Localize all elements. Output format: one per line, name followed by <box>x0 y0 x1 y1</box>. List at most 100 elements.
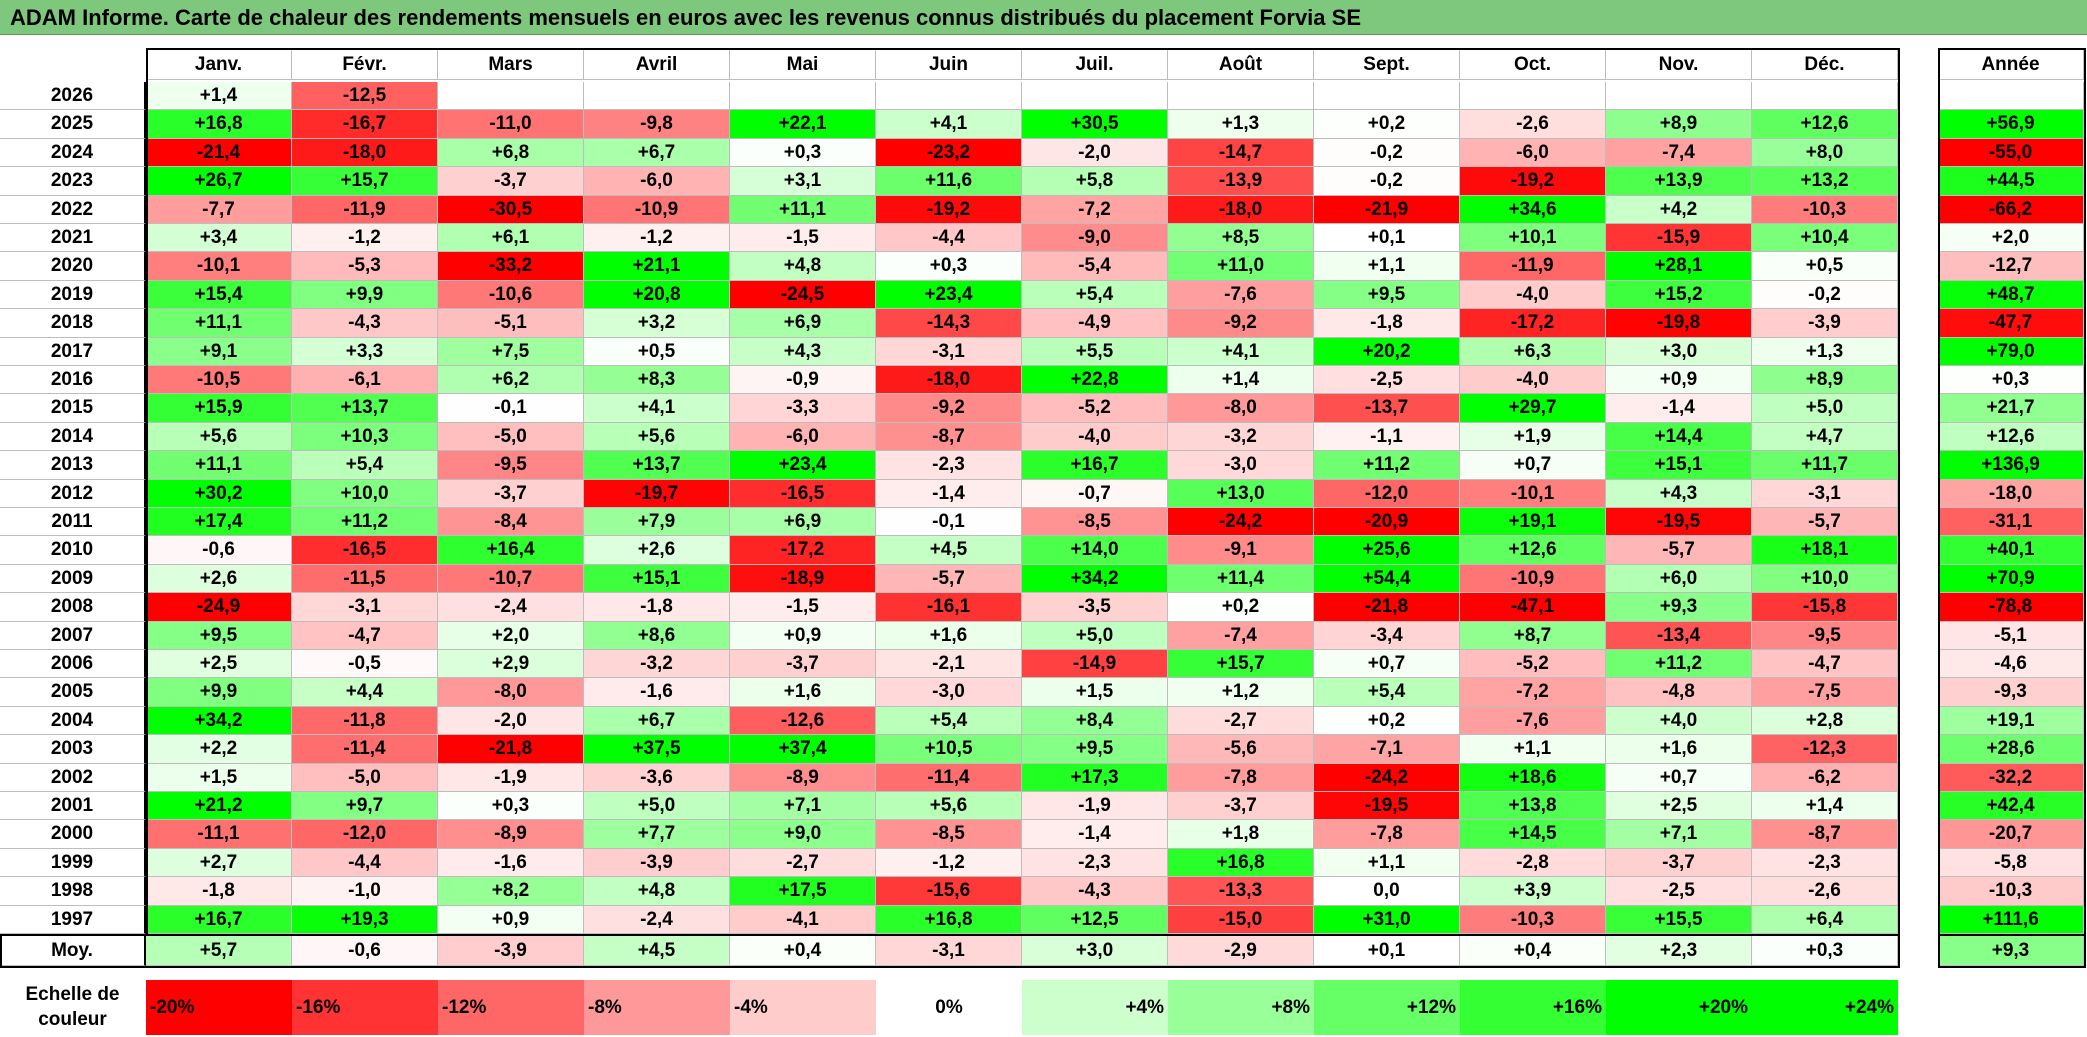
average-cell: -0,6 <box>292 936 438 966</box>
heatmap-cell: +15,7 <box>292 167 438 196</box>
heatmap-cell: +1,3 <box>1752 337 1898 366</box>
heatmap-cell: -21,4 <box>146 138 292 168</box>
heatmap-cell: -1,8 <box>1314 309 1460 338</box>
heatmap-cell: -17,2 <box>1460 309 1606 338</box>
heatmap-cell: -16,1 <box>876 593 1022 622</box>
year-label: 2025 <box>0 110 146 139</box>
heatmap-cell: -1,8 <box>584 593 730 622</box>
heatmap-cell: -11,4 <box>292 735 438 764</box>
color-scale-swatch: -16% <box>292 980 438 1035</box>
heatmap-cell: +15,4 <box>146 280 292 310</box>
heatmap-cell: -3,4 <box>1314 621 1460 650</box>
heatmap-cell: -9,5 <box>438 451 584 480</box>
year-label: 2012 <box>0 479 146 508</box>
heatmap-cell: -0,5 <box>292 650 438 679</box>
heatmap-cell: +6,7 <box>584 706 730 736</box>
month-header: Mai <box>730 50 876 80</box>
heatmap-cell: 0,0 <box>1314 877 1460 906</box>
heatmap-cell: +4,8 <box>584 877 730 906</box>
heatmap-cell: +0,7 <box>1314 650 1460 679</box>
heatmap-cell: -18,0 <box>1168 195 1314 224</box>
month-header: Juil. <box>1022 50 1168 80</box>
heatmap-cell: +16,8 <box>876 905 1022 934</box>
heatmap-cell: -15,6 <box>876 877 1022 906</box>
heatmap-cell: -0,2 <box>1314 167 1460 196</box>
heatmap-cell: +1,1 <box>1314 848 1460 878</box>
average-cell: +4,5 <box>584 936 730 966</box>
heatmap-cell: +7,9 <box>584 508 730 537</box>
annual-cell: +79,0 <box>1938 337 2084 366</box>
heatmap-cell: -6,0 <box>584 167 730 196</box>
year-label: 2006 <box>0 650 146 679</box>
month-header: Janv. <box>146 50 292 80</box>
year-label: 1998 <box>0 877 146 906</box>
heatmap-cell: +4,0 <box>1606 706 1752 736</box>
heatmap-cell: +12,5 <box>1022 905 1168 934</box>
heatmap-cell: -11,9 <box>292 195 438 224</box>
heatmap-cell: +18,1 <box>1752 536 1898 565</box>
heatmap-cell <box>1752 82 1898 111</box>
heatmap-cell: -1,9 <box>438 763 584 792</box>
heatmap-cell: +0,5 <box>584 337 730 366</box>
annual-cell: -5,8 <box>1938 848 2084 878</box>
average-cell: -3,1 <box>876 936 1022 966</box>
heatmap-cell: +3,0 <box>1606 337 1752 366</box>
annual-cell: +0,3 <box>1938 366 2084 395</box>
heatmap-cell: -5,3 <box>292 252 438 281</box>
heatmap-cell: -9,0 <box>1022 224 1168 253</box>
heatmap-cell: -11,8 <box>292 706 438 736</box>
annual-cell: +21,7 <box>1938 394 2084 423</box>
heatmap-cell: +2,8 <box>1752 706 1898 736</box>
year-label: 2007 <box>0 621 146 650</box>
year-label: 2013 <box>0 451 146 480</box>
heatmap-cell: +7,1 <box>1606 820 1752 849</box>
heatmap-cell: -2,0 <box>1022 138 1168 168</box>
heatmap-cell: +1,2 <box>1168 678 1314 707</box>
heatmap-cell: +1,8 <box>1168 820 1314 849</box>
heatmap-cell: -21,9 <box>1314 195 1460 224</box>
annual-cell: +19,1 <box>1938 706 2084 736</box>
heatmap-cell: -10,7 <box>438 564 584 594</box>
heatmap-cell: -3,7 <box>1168 792 1314 821</box>
heatmap-cell: +9,5 <box>1022 735 1168 764</box>
heatmap-cell: -7,5 <box>1752 678 1898 707</box>
heatmap-cell: -19,5 <box>1606 508 1752 537</box>
heatmap-cell: -14,3 <box>876 309 1022 338</box>
heatmap-cell: -19,2 <box>1460 167 1606 196</box>
heatmap-cell: +2,7 <box>146 848 292 878</box>
heatmap-cell: -3,7 <box>438 167 584 196</box>
heatmap-cell: -11,0 <box>438 110 584 139</box>
heatmap-cell: -4,3 <box>1022 877 1168 906</box>
heatmap-cell: +0,3 <box>730 138 876 168</box>
heatmap-cell: -0,6 <box>146 536 292 565</box>
heatmap-cell: +0,9 <box>438 905 584 934</box>
heatmap-cell: +15,1 <box>584 564 730 594</box>
heatmap-cell: +9,0 <box>730 820 876 849</box>
annual-cell: +70,9 <box>1938 564 2084 594</box>
heatmap-cell: -7,4 <box>1168 621 1314 650</box>
heatmap-cell: -4,8 <box>1606 678 1752 707</box>
heatmap-cell: +2,6 <box>146 564 292 594</box>
color-scale-swatch: +24% <box>1752 980 1898 1035</box>
heatmap-cell: -3,1 <box>876 337 1022 366</box>
heatmap-cell: +37,4 <box>730 735 876 764</box>
heatmap-cell: -19,2 <box>876 195 1022 224</box>
heatmap-cell: -11,5 <box>292 564 438 594</box>
heatmap-cell: +8,2 <box>438 877 584 906</box>
heatmap-cell: +4,4 <box>292 678 438 707</box>
year-label: 2002 <box>0 763 146 792</box>
heatmap-cell: -4,0 <box>1460 366 1606 395</box>
average-annual-cell: +9,3 <box>1938 936 2084 966</box>
heatmap-cell: +16,4 <box>438 536 584 565</box>
heatmap-cell: -10,3 <box>1460 905 1606 934</box>
heatmap-cell: -5,0 <box>292 763 438 792</box>
year-label: 2008 <box>0 593 146 622</box>
heatmap-cell: -1,5 <box>730 224 876 253</box>
heatmap-cell: +5,6 <box>876 792 1022 821</box>
heatmap-cell: +11,2 <box>1314 451 1460 480</box>
annual-cell: -66,2 <box>1938 195 2084 224</box>
color-scale-swatch: +16% <box>1460 980 1606 1035</box>
heatmap-cell: -9,8 <box>584 110 730 139</box>
annual-cell <box>1938 82 2084 111</box>
